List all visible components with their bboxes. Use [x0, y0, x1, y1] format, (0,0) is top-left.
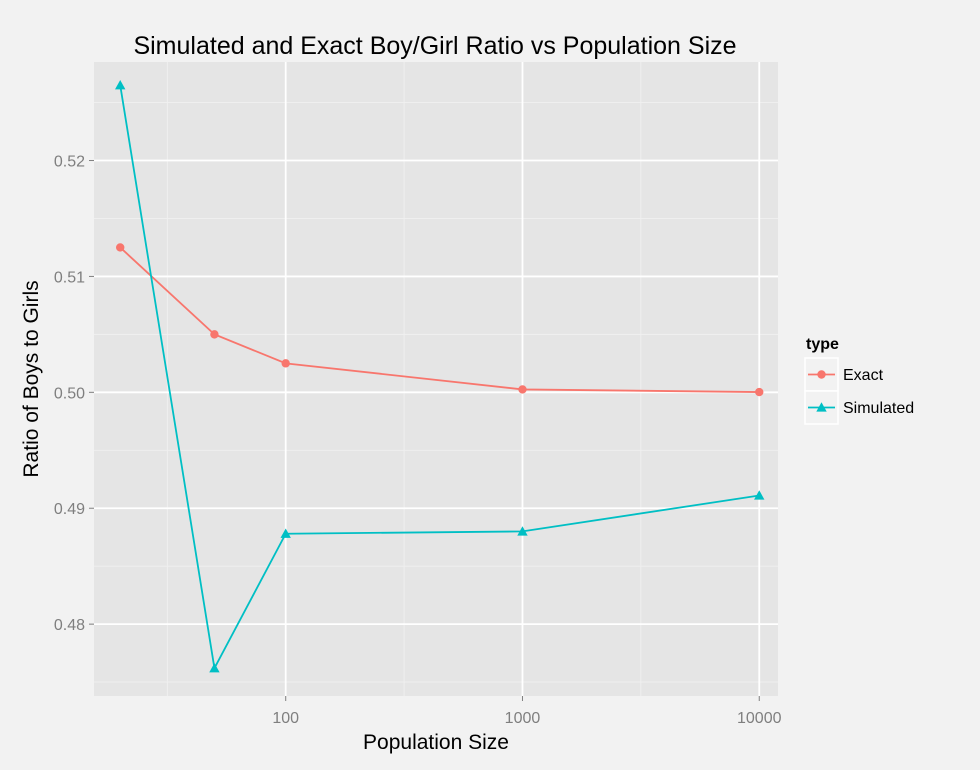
legend-key-marker: [817, 370, 826, 379]
y-axis-ticks: 0.48 0.49 0.50 0.51 0.52: [54, 154, 94, 634]
y-tick-label: 0.51: [54, 269, 85, 286]
y-tick-label: 0.52: [54, 154, 85, 171]
data-point-exact: [755, 387, 764, 397]
legend-key-marker: [816, 402, 827, 412]
x-tick-label: 10000: [737, 710, 782, 727]
legend-key-simulated: [804, 390, 839, 425]
legend: type Exact Simulated: [804, 336, 914, 425]
legend-title: type: [806, 336, 839, 353]
x-tick-label: 1000: [505, 710, 541, 727]
y-axis-title: Ratio of Boys to Girls: [20, 280, 43, 477]
x-axis-title: Population Size: [363, 731, 509, 754]
data-point-simulated: [209, 662, 220, 673]
legend-key-exact: [804, 357, 839, 392]
legend-label-exact: Exact: [843, 367, 884, 384]
y-tick-label: 0.50: [54, 385, 85, 402]
data-point-exact: [210, 330, 219, 339]
x-axis-ticks: 100 1000 10000: [272, 696, 782, 727]
x-tick-label: 100: [272, 710, 299, 727]
chart-title: Simulated and Exact Boy/Girl Ratio vs Po…: [133, 32, 736, 60]
data-point-exact: [281, 359, 290, 368]
grid-major: [94, 62, 778, 696]
data-point-exact: [116, 243, 125, 252]
data-point-simulated: [115, 79, 126, 90]
data-point-simulated: [517, 526, 528, 536]
y-tick-label: 0.48: [54, 617, 85, 634]
legend-label-simulated: Simulated: [843, 400, 914, 417]
y-tick-label: 0.49: [54, 501, 85, 518]
data-point-exact: [518, 385, 527, 394]
data-point-simulated: [280, 528, 291, 538]
series-layer: [115, 79, 765, 673]
data-point-simulated: [754, 490, 765, 500]
